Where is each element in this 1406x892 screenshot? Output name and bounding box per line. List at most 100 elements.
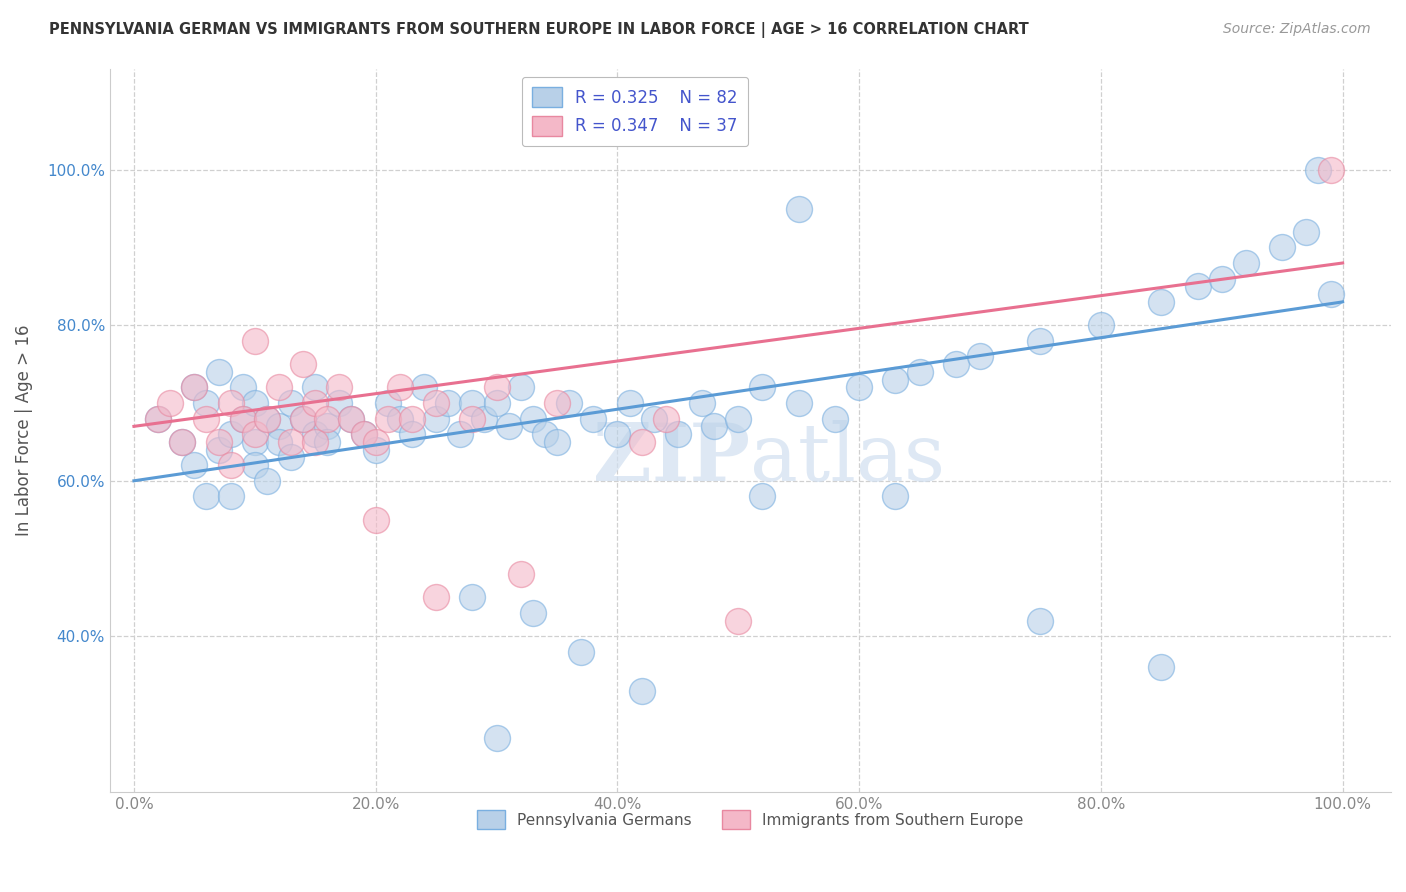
- Point: [690, 396, 713, 410]
- Point: [1029, 614, 1052, 628]
- Point: [243, 434, 266, 449]
- Point: [546, 396, 568, 410]
- Point: [292, 411, 315, 425]
- Point: [884, 373, 907, 387]
- Point: [183, 380, 205, 394]
- Point: [1308, 162, 1330, 177]
- Point: [655, 411, 678, 425]
- Point: [232, 380, 254, 394]
- Point: [437, 396, 460, 410]
- Point: [1150, 294, 1173, 309]
- Point: [787, 396, 810, 410]
- Point: [461, 411, 484, 425]
- Point: [256, 411, 278, 425]
- Point: [449, 427, 471, 442]
- Point: [316, 411, 339, 425]
- Point: [328, 380, 350, 394]
- Point: [183, 458, 205, 473]
- Point: [243, 396, 266, 410]
- Point: [304, 380, 326, 394]
- Point: [569, 645, 592, 659]
- Point: [256, 411, 278, 425]
- Point: [908, 365, 931, 379]
- Point: [509, 567, 531, 582]
- Point: [461, 591, 484, 605]
- Point: [485, 731, 508, 745]
- Point: [364, 434, 387, 449]
- Point: [183, 380, 205, 394]
- Point: [848, 380, 870, 394]
- Point: [340, 411, 363, 425]
- Point: [256, 474, 278, 488]
- Point: [751, 380, 773, 394]
- Point: [1295, 225, 1317, 239]
- Point: [485, 380, 508, 394]
- Point: [401, 411, 423, 425]
- Point: [172, 434, 194, 449]
- Point: [377, 411, 399, 425]
- Point: [207, 442, 229, 457]
- Point: [751, 489, 773, 503]
- Point: [643, 411, 665, 425]
- Point: [388, 411, 411, 425]
- Point: [280, 450, 302, 465]
- Point: [328, 396, 350, 410]
- Text: atlas: atlas: [751, 420, 945, 498]
- Point: [340, 411, 363, 425]
- Point: [582, 411, 605, 425]
- Point: [280, 396, 302, 410]
- Point: [304, 434, 326, 449]
- Legend: Pennsylvania Germans, Immigrants from Southern Europe: Pennsylvania Germans, Immigrants from So…: [471, 804, 1029, 835]
- Point: [267, 380, 290, 394]
- Point: [1234, 256, 1257, 270]
- Point: [243, 334, 266, 348]
- Y-axis label: In Labor Force | Age > 16: In Labor Force | Age > 16: [15, 325, 32, 536]
- Point: [195, 489, 218, 503]
- Text: Source: ZipAtlas.com: Source: ZipAtlas.com: [1223, 22, 1371, 37]
- Point: [304, 396, 326, 410]
- Point: [219, 458, 242, 473]
- Point: [413, 380, 436, 394]
- Point: [243, 427, 266, 442]
- Point: [630, 434, 652, 449]
- Point: [195, 396, 218, 410]
- Point: [619, 396, 641, 410]
- Point: [485, 396, 508, 410]
- Point: [546, 434, 568, 449]
- Point: [969, 349, 991, 363]
- Point: [509, 380, 531, 394]
- Point: [727, 411, 749, 425]
- Point: [146, 411, 169, 425]
- Point: [219, 396, 242, 410]
- Point: [353, 427, 375, 442]
- Point: [1319, 162, 1341, 177]
- Point: [606, 427, 628, 442]
- Point: [522, 411, 544, 425]
- Point: [1187, 279, 1209, 293]
- Point: [703, 419, 725, 434]
- Text: ZIP: ZIP: [593, 420, 751, 498]
- Point: [474, 411, 496, 425]
- Point: [219, 489, 242, 503]
- Point: [304, 427, 326, 442]
- Point: [1271, 240, 1294, 254]
- Point: [534, 427, 557, 442]
- Point: [945, 357, 967, 371]
- Point: [195, 411, 218, 425]
- Point: [522, 606, 544, 620]
- Point: [364, 442, 387, 457]
- Point: [1090, 318, 1112, 333]
- Point: [630, 683, 652, 698]
- Point: [377, 396, 399, 410]
- Point: [280, 434, 302, 449]
- Point: [316, 419, 339, 434]
- Point: [267, 419, 290, 434]
- Point: [267, 434, 290, 449]
- Point: [401, 427, 423, 442]
- Point: [425, 396, 447, 410]
- Point: [219, 427, 242, 442]
- Point: [1029, 334, 1052, 348]
- Point: [666, 427, 689, 442]
- Point: [824, 411, 846, 425]
- Point: [1211, 271, 1233, 285]
